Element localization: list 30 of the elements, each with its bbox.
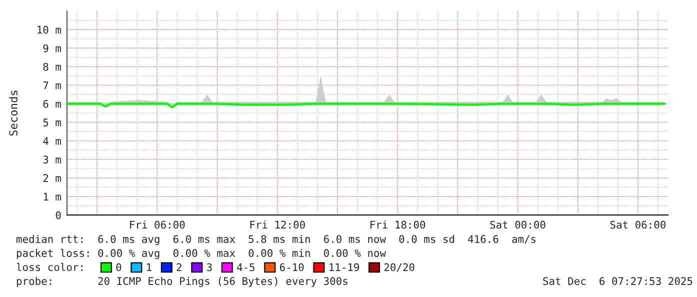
y-tick-label: 1 m xyxy=(44,192,61,200)
x-tick-label: Fri 06:00 xyxy=(130,220,185,229)
legend-label: 0 xyxy=(116,263,122,272)
y-tick-label: 6 m xyxy=(43,100,61,108)
text: packet loss: 0.00 % avg 0.00 % max 0.00 % min 0.00 % now xyxy=(16,248,386,260)
legend-label: 1 xyxy=(147,263,152,272)
legend-label: 3 xyxy=(206,263,212,272)
y-tick-label: 3 m xyxy=(43,156,61,164)
y-tick-label: 7 m xyxy=(43,82,61,90)
x-tick-label: Fri 18:00 xyxy=(370,220,426,229)
y-tick-label: 5 m xyxy=(43,118,61,126)
legend-title: loss color: xyxy=(16,262,82,272)
y-tick-label: 8 m xyxy=(43,62,61,71)
y-tick-label: 9 m xyxy=(43,44,61,52)
x-tick-label: Sat 06:00 xyxy=(610,220,666,229)
text: median rtt: 6.0 ms avg 6.0 ms max 5.8 ms min 6.0 ms now 0.0 ms sd 416.6 am/s xyxy=(16,234,536,246)
legend-label: 2 xyxy=(176,263,182,272)
legend-label: 6-10 xyxy=(280,263,304,272)
legend-label: 20/20 xyxy=(384,263,414,272)
text: probe: 20 ICMP Echo Pings (56 Bytes) every 300s xyxy=(16,276,348,288)
x-tick-label: Fri 12:00 xyxy=(250,220,305,229)
y-tick-label: 0 xyxy=(56,211,61,220)
y-axis-title: Seconds xyxy=(8,90,18,136)
legend-label: 11-19 xyxy=(330,263,359,272)
x-tick-label: Sat 00:00 xyxy=(490,220,546,229)
y-tick-label: 2 m xyxy=(43,174,61,182)
y-tick-label: 10 m xyxy=(38,26,61,34)
legend-label: 4-5 xyxy=(237,263,254,272)
y-tick-label: 4 m xyxy=(43,137,61,145)
text: Sat Dec 6 07:27:53 2025 xyxy=(543,277,692,286)
